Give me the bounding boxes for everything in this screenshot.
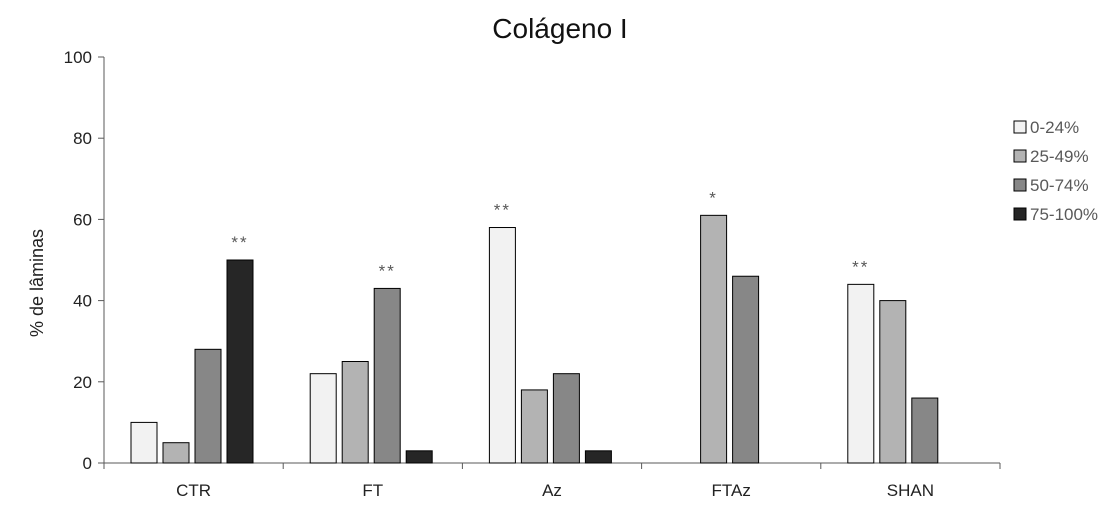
- x-category-label: SHAN: [887, 481, 934, 500]
- legend-label: 25-49%: [1030, 147, 1089, 166]
- bar-ctr-50-74: [194, 348, 222, 464]
- y-axis-label: % de lâminas: [27, 229, 47, 337]
- bar-az-0-24: [488, 227, 516, 464]
- bar-ftaz-25-49: [700, 214, 728, 464]
- bar-ftaz-50-74: [732, 275, 760, 464]
- x-category-label: FT: [362, 481, 383, 500]
- legend-swatch: [1013, 149, 1027, 163]
- chart-title: Colágeno I: [492, 13, 627, 44]
- significance-marker: **: [231, 233, 248, 252]
- legend-label: 50-74%: [1030, 176, 1089, 195]
- legend-swatch: [1013, 120, 1027, 134]
- bar-ft-25-49: [341, 361, 369, 464]
- bar-az-75-100: [584, 450, 612, 464]
- y-tick-label: 100: [64, 48, 92, 67]
- bar-ft-0-24: [309, 373, 337, 464]
- bar-az-25-49: [520, 389, 548, 464]
- legend-label: 75-100%: [1030, 205, 1098, 224]
- bar-ft-50-74: [373, 287, 401, 464]
- y-tick-label: 20: [73, 373, 92, 392]
- legend-label: 0-24%: [1030, 118, 1079, 137]
- bar-shan-50-74: [911, 397, 939, 464]
- legend: 0-24% 25-49% 50-74% 75-100%: [1013, 118, 1098, 224]
- significance-marker: **: [852, 257, 869, 276]
- x-category-label: Az: [542, 481, 562, 500]
- bar-ft-75-100: [405, 450, 433, 464]
- bar-az-50-74: [552, 373, 580, 464]
- bar-ctr-0-24: [130, 421, 158, 464]
- y-tick-label: 80: [73, 129, 92, 148]
- bar-shan-0-24: [847, 283, 875, 464]
- y-tick-label: 40: [73, 292, 92, 311]
- legend-swatch: [1013, 178, 1027, 192]
- y-tick-label: 60: [73, 210, 92, 229]
- significance-marker: *: [709, 188, 718, 207]
- bar-ctr-25-49: [162, 442, 190, 464]
- bar-shan-25-49: [879, 300, 907, 464]
- y-tick-label: 0: [83, 454, 92, 473]
- x-category-label: FTAz: [712, 481, 751, 500]
- significance-marker: **: [494, 201, 511, 220]
- legend-swatch: [1013, 207, 1027, 221]
- significance-marker: **: [379, 261, 396, 280]
- x-category-label: CTR: [176, 481, 211, 500]
- bar-ctr-75-100: [226, 259, 254, 464]
